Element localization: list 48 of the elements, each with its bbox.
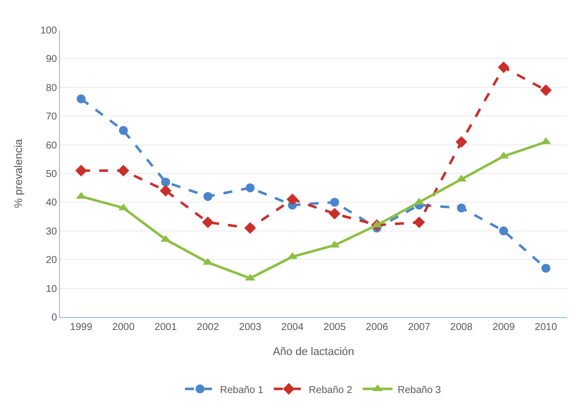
x-tick-label: 2006 [366, 322, 388, 333]
y-tick-label: 80 [46, 82, 58, 94]
y-tick-label: 10 [46, 284, 58, 295]
x-tick-label: 2005 [324, 322, 346, 333]
x-tick-label: 2003 [239, 322, 262, 333]
point [161, 178, 170, 187]
point [244, 222, 256, 234]
point [498, 61, 510, 74]
point [246, 183, 255, 192]
point [286, 193, 298, 206]
x-tick-label: 2009 [492, 322, 516, 333]
y-tick-label: 100 [40, 26, 58, 36]
point [328, 208, 340, 220]
point [456, 203, 466, 212]
x-tick-label: 2004 [281, 322, 304, 333]
point [160, 184, 172, 197]
y-tick-label: 0 [51, 312, 58, 324]
y-axis-title: % prevalencia [12, 138, 25, 208]
point [413, 216, 425, 228]
point [76, 94, 86, 104]
point [330, 198, 340, 207]
point [75, 164, 87, 176]
point [118, 126, 128, 135]
point [456, 136, 468, 148]
legend-label: Rebaño 3 [398, 384, 442, 396]
point [499, 226, 508, 236]
y-tick-label: 90 [46, 54, 58, 66]
legend-label: Rebaño 1 [220, 384, 264, 396]
point [203, 192, 212, 201]
legend-label: Rebaño 2 [308, 384, 353, 396]
x-tick-label: 2007 [408, 322, 431, 333]
y-tick-label: 20 [46, 255, 58, 266]
x-tick-label: 1999 [70, 322, 93, 333]
y-tick-label: 50 [46, 169, 58, 180]
y-tick-label: 40 [46, 198, 58, 209]
x-tick-label: 2001 [154, 322, 178, 333]
x-tick-label: 2002 [196, 322, 220, 333]
y-tick-label: 30 [46, 226, 58, 238]
x-tick-label: 2010 [534, 322, 558, 333]
y-tick-label: 70 [46, 112, 58, 123]
point [540, 84, 552, 96]
point [202, 216, 214, 228]
x-axis-title: Año de lactación [272, 346, 354, 358]
point [118, 164, 130, 176]
point [541, 264, 550, 273]
x-tick-label: 2000 [112, 322, 135, 333]
x-tick-label: 2008 [450, 322, 473, 333]
y-tick-label: 60 [46, 140, 58, 152]
